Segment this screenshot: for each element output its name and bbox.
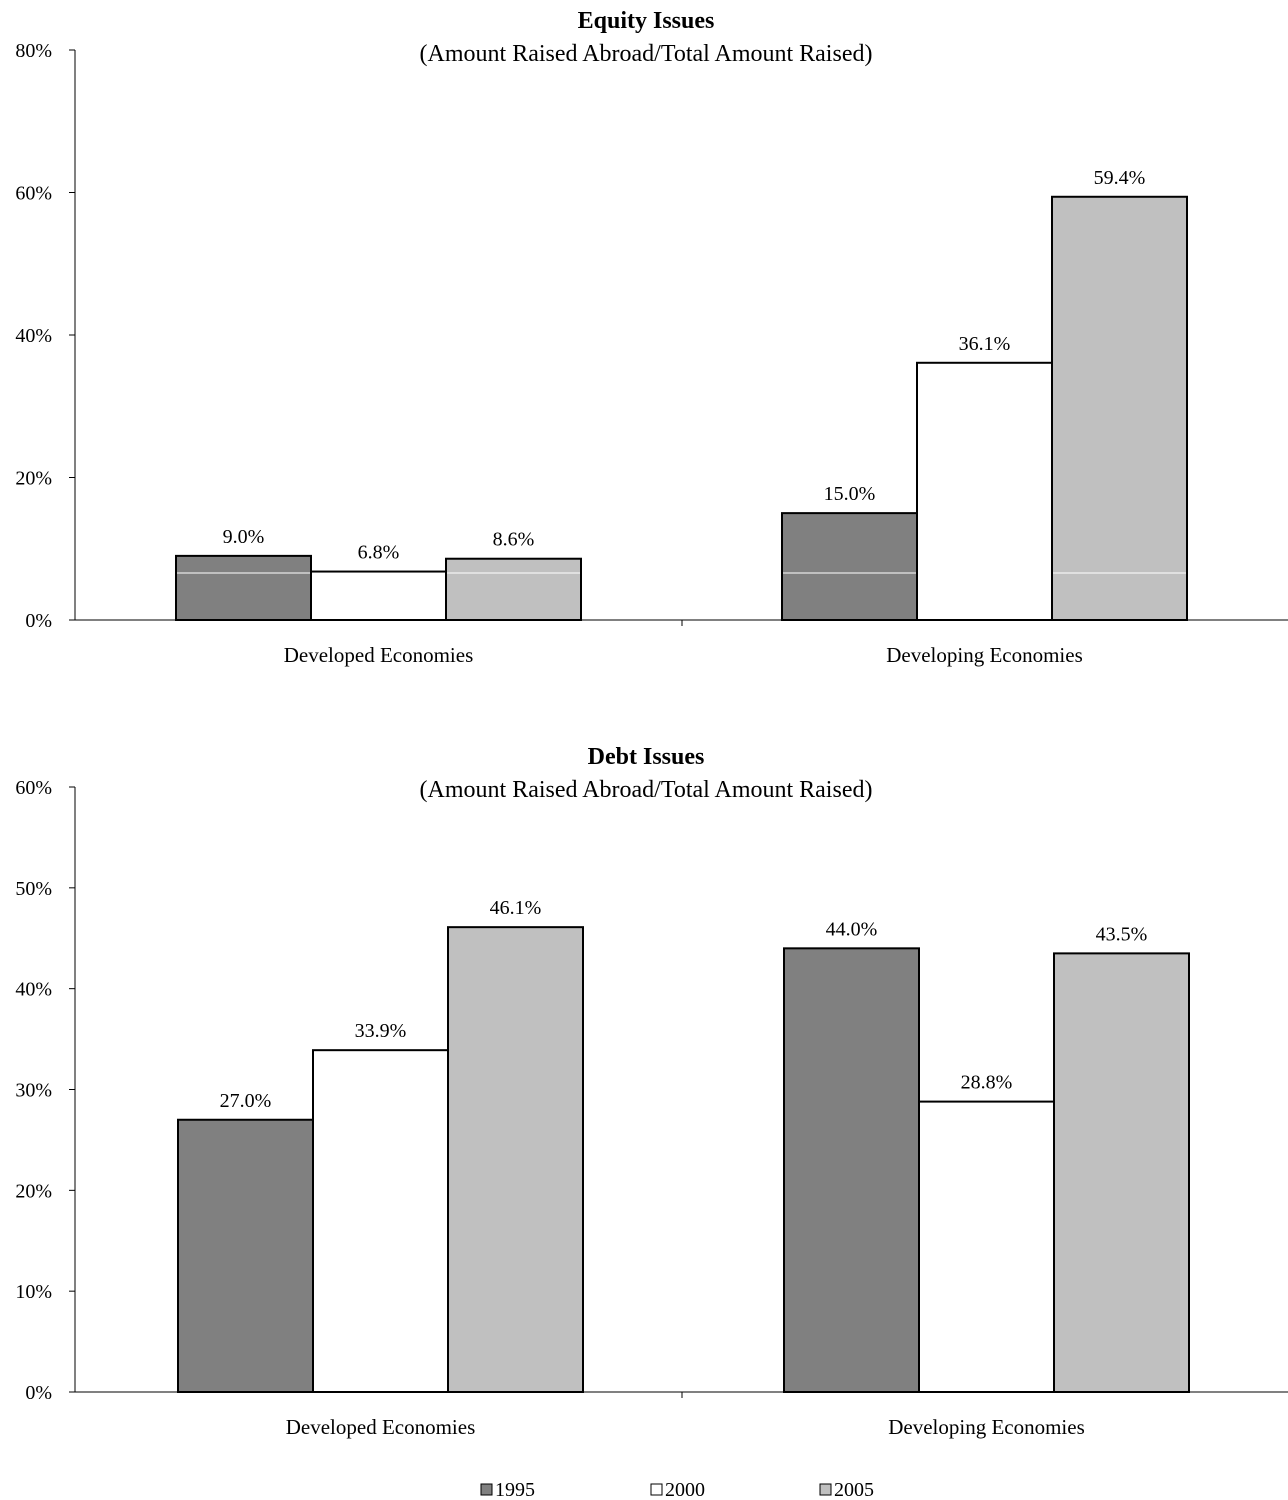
y-tick-label: 80% bbox=[15, 40, 52, 62]
y-tick-label: 20% bbox=[15, 1180, 52, 1202]
bar-2000-developed bbox=[310, 570, 447, 621]
legend-item-2005: 2005 bbox=[819, 1479, 874, 1500]
y-tick-label: 20% bbox=[15, 468, 52, 490]
legend-item-2000: 2000 bbox=[650, 1479, 705, 1500]
data-label: 36.1% bbox=[959, 333, 1011, 355]
data-label: 15.0% bbox=[824, 483, 876, 505]
y-tick-label: 0% bbox=[25, 610, 52, 632]
y-tick-label: 0% bbox=[25, 1382, 52, 1404]
bar-1995-developing bbox=[783, 947, 920, 1393]
bar-2005-developing bbox=[1051, 195, 1188, 621]
bar-2005-developed bbox=[447, 926, 584, 1393]
bar-2000-developing bbox=[916, 361, 1053, 621]
data-label: 8.6% bbox=[493, 529, 535, 551]
y-tick-label: 30% bbox=[15, 1080, 52, 1102]
bar-2000-developing bbox=[918, 1100, 1055, 1393]
chart-title: Equity Issues bbox=[578, 8, 715, 34]
legend-swatch-2000 bbox=[650, 1483, 663, 1496]
data-label: 33.9% bbox=[355, 1020, 407, 1042]
y-tick-label: 60% bbox=[15, 183, 52, 205]
equity-issues-chart: Equity Issues (Amount Raised Abroad/Tota… bbox=[15, 8, 1288, 667]
x-category-label: Developing Economies bbox=[888, 1415, 1085, 1439]
y-tick-label: 40% bbox=[15, 979, 52, 1001]
legend: 1995 2000 2005 bbox=[480, 1479, 874, 1500]
legend-swatch-1995 bbox=[480, 1483, 493, 1496]
y-tick-label: 60% bbox=[15, 777, 52, 799]
data-label: 27.0% bbox=[220, 1090, 272, 1112]
debt-issues-chart: Debt Issues (Amount Raised Abroad/Total … bbox=[15, 744, 1288, 1439]
bar-2005-developing bbox=[1053, 952, 1190, 1393]
chart-subtitle: (Amount Raised Abroad/Total Amount Raise… bbox=[420, 41, 873, 67]
x-category-label: Developed Economies bbox=[286, 1415, 476, 1439]
data-label: 9.0% bbox=[223, 526, 265, 548]
bar-2005-developed bbox=[445, 557, 582, 621]
bar-1995-developing bbox=[781, 512, 918, 621]
x-category-label: Developed Economies bbox=[284, 643, 474, 667]
bar-1995-developed bbox=[177, 1118, 314, 1393]
data-label: 6.8% bbox=[358, 542, 400, 564]
legend-item-1995: 1995 bbox=[480, 1479, 535, 1500]
plot-area: 0% 20% 40% 60% 80% 9.0% 6.8% 8.6% Developed Econ… bbox=[15, 40, 1288, 667]
chart-subtitle: (Amount Raised Abroad/Total Amount Raise… bbox=[420, 777, 873, 803]
plot-area: 0% 10% 20% 30% 40% 50% 60% 27.0% 33.9% 46.1% Devel… bbox=[15, 777, 1288, 1439]
data-label: 59.4% bbox=[1094, 167, 1146, 189]
y-tick-label: 10% bbox=[15, 1281, 52, 1303]
chart-title: Debt Issues bbox=[588, 744, 705, 770]
legend-label-2005: 2005 bbox=[834, 1479, 874, 1500]
data-label: 28.8% bbox=[961, 1072, 1013, 1094]
y-tick-label: 40% bbox=[15, 325, 52, 347]
data-label: 44.0% bbox=[826, 918, 878, 940]
legend-label-1995: 1995 bbox=[495, 1479, 535, 1500]
x-category-label: Developing Economies bbox=[886, 643, 1083, 667]
legend-swatch-2005 bbox=[819, 1483, 832, 1496]
data-label: 43.5% bbox=[1096, 923, 1148, 945]
bar-1995-developed bbox=[175, 554, 312, 621]
data-label: 46.1% bbox=[490, 897, 542, 919]
y-tick-label: 50% bbox=[15, 878, 52, 900]
legend-label-2000: 2000 bbox=[665, 1479, 705, 1500]
bar-2000-developed bbox=[312, 1049, 449, 1394]
